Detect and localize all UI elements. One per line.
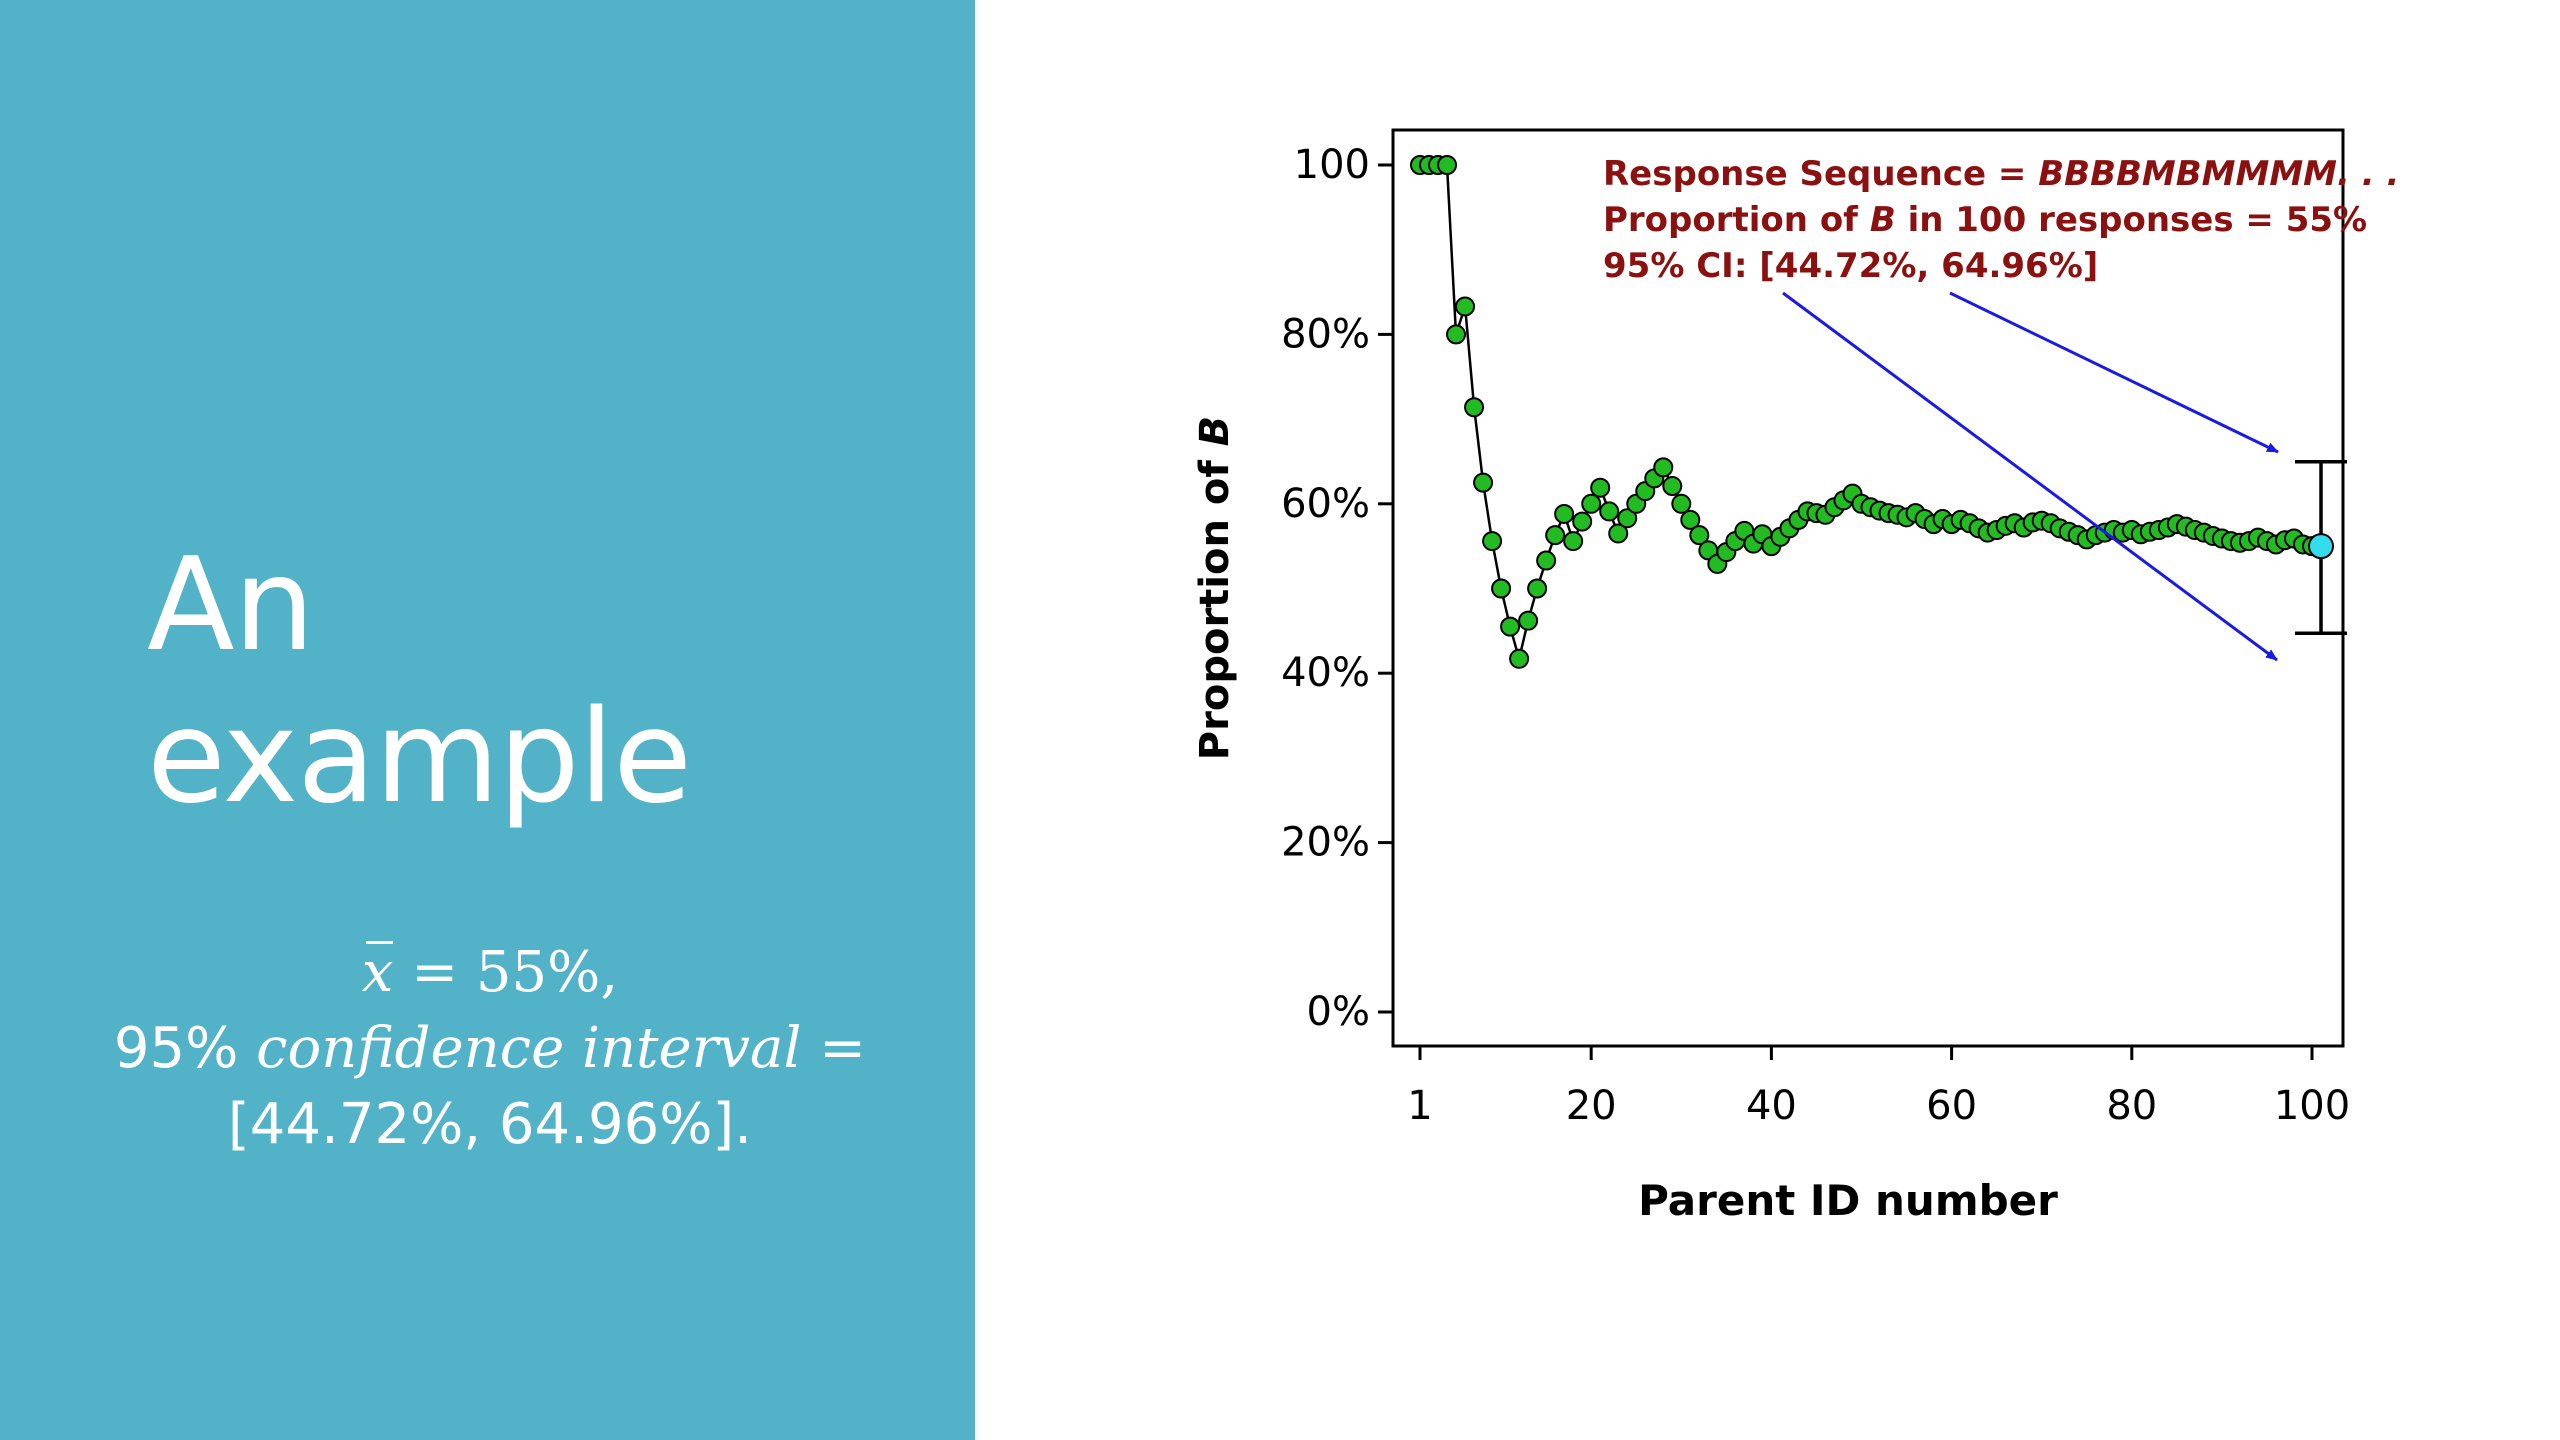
data-point — [1563, 531, 1584, 552]
data-point — [1572, 511, 1593, 532]
data-point — [1545, 525, 1566, 546]
y-axis-label: Proportion of B — [1192, 416, 1238, 760]
data-point — [1437, 155, 1458, 175]
data-point — [1581, 493, 1602, 514]
x-tick-label: 80 — [2106, 1083, 2157, 1129]
title-line-2: example — [147, 683, 692, 832]
data-point — [1617, 508, 1638, 529]
annotation-arrows — [1782, 291, 2279, 662]
data-point — [1689, 525, 1710, 546]
data-point — [1599, 501, 1620, 522]
data-point — [1518, 610, 1539, 631]
data-point — [1680, 509, 1701, 530]
formula-line2-suffix: = — [801, 1016, 867, 1081]
annotation-line-2: Proportion of B in 100 responses = 55% — [1603, 200, 2367, 240]
y-axis-label-var: B — [1192, 416, 1238, 447]
y-tick-label: 80% — [1281, 311, 1370, 357]
ci-estimate-point — [2308, 533, 2335, 560]
data-point — [1509, 648, 1530, 669]
annotation-line-1-prefix: Response Sequence = — [1603, 154, 2038, 194]
data-point — [1536, 550, 1557, 571]
data-point — [1491, 578, 1512, 599]
y-tick-label: 60% — [1281, 481, 1370, 527]
x-tick-label: 1 — [1407, 1083, 1432, 1129]
data-point — [1446, 324, 1467, 345]
arrow-to-upper — [1949, 291, 2279, 454]
annotation-line-1: Response Sequence = BBBBMBMMMM. . . — [1603, 154, 2399, 194]
formula-line-2: 95% confidence interval = — [60, 1011, 920, 1087]
formula-xbar: x — [362, 935, 394, 1011]
annotation-line-3: 95% CI: [44.72%, 64.96%] — [1603, 246, 2098, 286]
data-point — [1653, 457, 1674, 478]
arrow-to-lower — [1782, 291, 2278, 662]
series-points — [1410, 155, 2322, 669]
formula-line2-prefix: 95% — [113, 1016, 257, 1081]
x-tick-label: 20 — [1566, 1083, 1617, 1129]
confidence-interval — [2295, 460, 2348, 635]
data-point — [1554, 503, 1575, 524]
annotation-sequence: BBBBMBMMMM. . . — [2038, 154, 2399, 194]
formula: x = 55%, 95% confidence interval = [44.7… — [60, 935, 920, 1163]
y-axis: 0% 20% 40% 60% 80% 100 — [1281, 142, 1393, 1035]
annotation-line-2-b: in 100 responses = 55% — [1896, 200, 2367, 240]
left-panel: An example x = 55%, 95% confidence inter… — [0, 0, 975, 1440]
x-axis: 1 20 40 60 80 100 — [1407, 1046, 2350, 1129]
formula-line-3: [44.72%, 64.96%]. — [227, 1092, 753, 1157]
y-axis-label-prefix: Proportion of — [1192, 446, 1238, 760]
data-point — [1500, 616, 1521, 637]
slide-title: An example — [147, 530, 692, 834]
data-point — [1527, 578, 1548, 599]
data-point — [1455, 296, 1476, 317]
data-point — [1473, 472, 1494, 493]
y-tick-label: 0% — [1307, 989, 1370, 1035]
data-point — [1671, 493, 1692, 514]
formula-line-1: x = 55%, — [60, 935, 920, 1011]
formula-eq1: = 55%, — [393, 940, 619, 1005]
x-tick-label: 100 — [2274, 1083, 2350, 1129]
annotation: Response Sequence = BBBBMBMMMM. . . Prop… — [1603, 154, 2399, 286]
formula-line2-text: confidence interval — [256, 1016, 802, 1081]
data-point — [1608, 523, 1629, 544]
y-tick-label: 40% — [1281, 650, 1370, 696]
x-axis-label: Parent ID number — [1638, 1176, 2058, 1225]
data-point — [1662, 476, 1683, 497]
annotation-line-2-a: Proportion of — [1603, 200, 1870, 240]
x-tick-label: 60 — [1926, 1083, 1977, 1129]
data-point — [1482, 531, 1503, 552]
plot-frame — [1391, 128, 2345, 1048]
y-tick-label: 20% — [1281, 820, 1370, 866]
title-line-1: An — [147, 531, 315, 680]
y-tick-label: 100 — [1294, 142, 1370, 188]
data-point — [1590, 477, 1611, 498]
annotation-line-2-var: B — [1870, 200, 1896, 240]
data-point — [1464, 397, 1485, 418]
x-tick-label: 40 — [1746, 1083, 1797, 1129]
